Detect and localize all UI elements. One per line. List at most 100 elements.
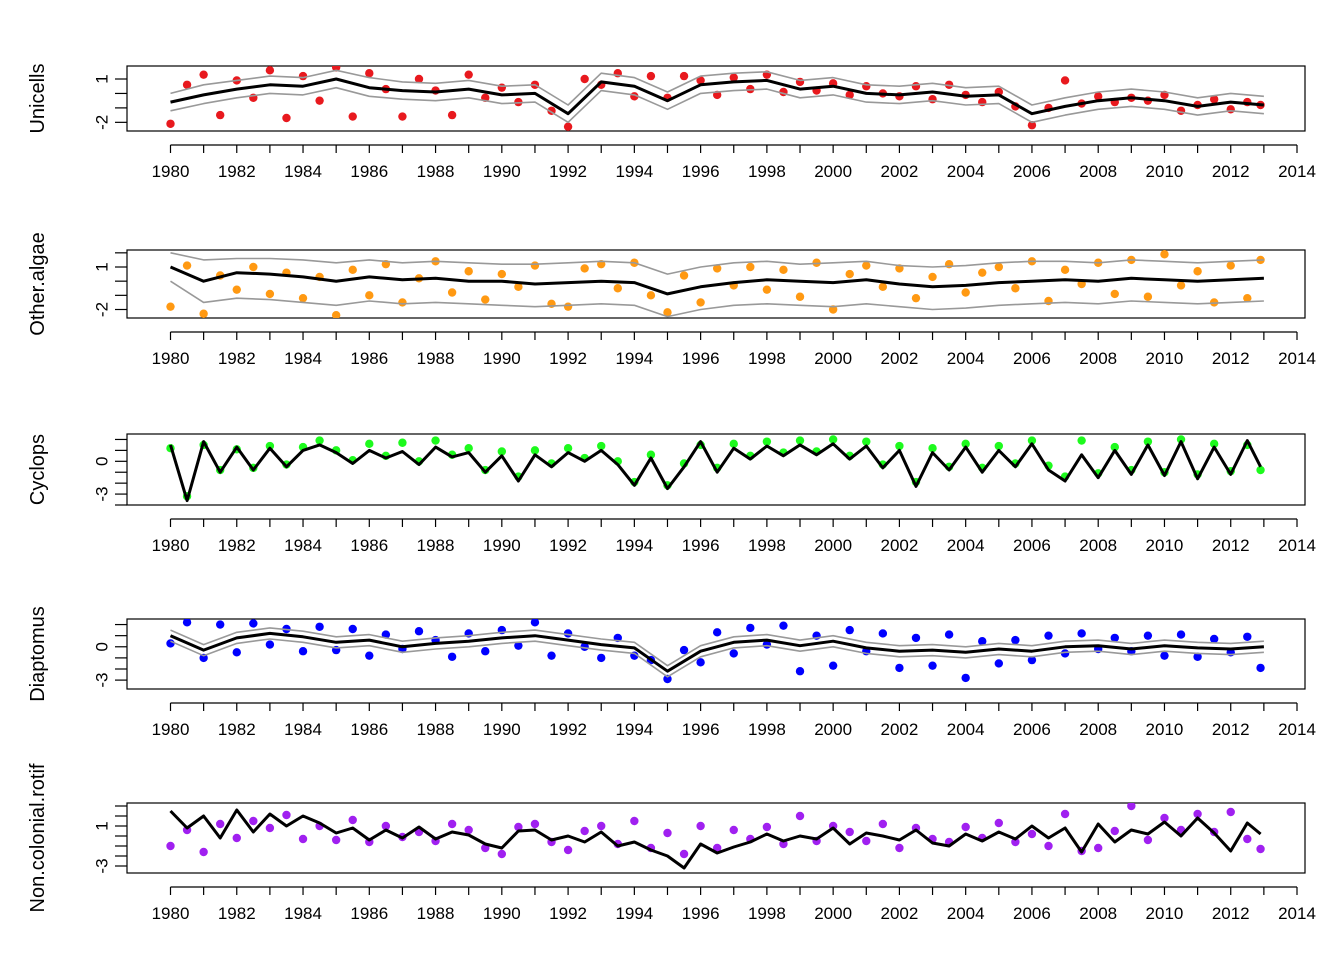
- data-point: [696, 821, 705, 831]
- x-tick-label: 1988: [417, 904, 455, 923]
- data-point: [1160, 651, 1169, 660]
- x-tick-label: 2006: [1013, 720, 1051, 739]
- data-point: [1077, 629, 1086, 638]
- data-point: [282, 113, 291, 123]
- x-tick-label: 2000: [814, 536, 852, 555]
- x-tick-label: 2012: [1212, 536, 1250, 555]
- x-tick-label: 1998: [748, 162, 786, 181]
- data-point: [563, 845, 573, 855]
- data-point: [199, 309, 208, 318]
- x-tick-label: 2002: [880, 904, 918, 923]
- data-point: [381, 630, 391, 639]
- data-point: [1044, 631, 1053, 640]
- data-point: [944, 630, 954, 639]
- data-point: [514, 822, 523, 832]
- data-point: [497, 269, 507, 279]
- x-tick-label: 1984: [284, 536, 322, 555]
- data-point: [597, 821, 606, 831]
- x-tick-label: 2004: [947, 536, 985, 555]
- x-tick-label: 1994: [615, 536, 653, 555]
- data-point: [1243, 632, 1252, 641]
- data-point: [215, 110, 225, 120]
- data-point: [182, 80, 192, 89]
- data-point: [166, 639, 175, 648]
- data-point: [978, 268, 987, 277]
- data-point: [199, 653, 208, 663]
- x-tick-label: 1996: [682, 162, 720, 181]
- x-tick-label: 1994: [615, 720, 653, 739]
- x-tick-label: 1992: [549, 720, 587, 739]
- data-point: [166, 119, 175, 128]
- data-point: [679, 271, 689, 280]
- y-tick-label: -3: [93, 858, 112, 873]
- data-point: [331, 310, 341, 318]
- data-point: [1193, 809, 1202, 819]
- x-tick-label: 2000: [814, 162, 852, 181]
- plot-frame: [126, 433, 1306, 506]
- data-point: [1176, 106, 1186, 115]
- x-tick-label: 1982: [218, 162, 256, 181]
- data-point: [878, 282, 888, 292]
- data-point: [215, 620, 225, 629]
- confidence-band-line: [170, 69, 1264, 106]
- x-tick-label: 2006: [1013, 536, 1051, 555]
- x-tick-label: 1996: [682, 904, 720, 923]
- data-point: [597, 441, 606, 451]
- x-tick-label: 2008: [1079, 536, 1117, 555]
- x-tick-label: 2010: [1146, 536, 1184, 555]
- data-point: [1176, 630, 1186, 639]
- data-point: [646, 450, 656, 459]
- x-tick-label: 1986: [350, 349, 388, 368]
- x-tick-label: 1982: [218, 536, 256, 555]
- x-tick-label: 2010: [1146, 904, 1184, 923]
- data-point: [862, 437, 871, 446]
- data-point: [878, 819, 888, 829]
- data-point: [663, 674, 672, 684]
- data-point: [1060, 76, 1070, 85]
- data-point: [712, 843, 722, 853]
- data-point: [895, 441, 904, 451]
- data-point: [1193, 652, 1202, 661]
- data-point: [1143, 437, 1153, 446]
- x-tick-label: 1990: [483, 349, 521, 368]
- fitted-line: [169, 631, 1264, 673]
- x-tick-label: 2012: [1212, 162, 1250, 181]
- data-point: [1060, 649, 1070, 658]
- data-point: [961, 822, 970, 832]
- data-point: [679, 849, 689, 859]
- data-point: [414, 627, 424, 636]
- data-point: [481, 647, 490, 656]
- x-tick-label: 2006: [1013, 162, 1051, 181]
- x-tick-label: 2014: [1278, 162, 1316, 181]
- data-point: [895, 663, 904, 673]
- data-point: [563, 122, 573, 131]
- x-tick-label: 1996: [682, 349, 720, 368]
- x-tick-label: 1996: [682, 536, 720, 555]
- data-point: [1193, 267, 1202, 276]
- data-point: [1011, 837, 1020, 847]
- data-point: [862, 836, 871, 846]
- data-point: [232, 285, 241, 294]
- x-tick-label: 1980: [152, 536, 190, 555]
- data-point: [348, 815, 357, 825]
- plot-area: [166, 250, 1265, 318]
- fitted-line: [170, 77, 1265, 116]
- data-point: [315, 436, 324, 445]
- x-tick-label: 2012: [1212, 349, 1250, 368]
- data-point: [232, 648, 241, 657]
- data-point: [862, 261, 871, 270]
- plot-area: [166, 803, 1265, 870]
- data-point: [1143, 631, 1153, 640]
- plot-frame: [126, 618, 1306, 690]
- data-point: [961, 288, 970, 297]
- data-point: [1176, 435, 1186, 444]
- data-point: [365, 291, 374, 300]
- data-point: [978, 637, 987, 646]
- data-point: [265, 66, 275, 75]
- x-tick-label: 2002: [880, 349, 918, 368]
- x-tick-label: 1992: [549, 536, 587, 555]
- data-point: [1160, 250, 1169, 259]
- confidence-band-line: [170, 280, 1264, 318]
- data-point: [878, 629, 888, 638]
- data-point: [795, 436, 805, 445]
